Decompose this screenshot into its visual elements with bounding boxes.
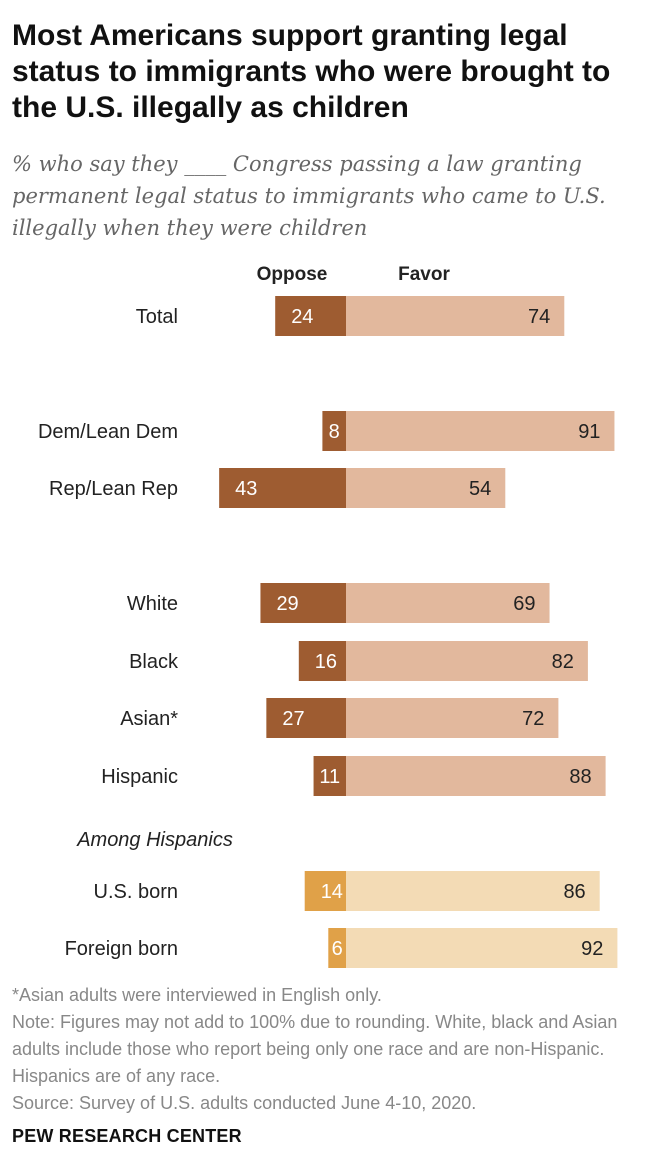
row-label: Hispanic	[101, 766, 178, 788]
favor-value-label: 86	[563, 881, 585, 903]
row-label: Rep/Lean Rep	[49, 478, 178, 500]
chart-title: Most Americans support granting legal st…	[12, 19, 611, 124]
favor-value-label: 54	[469, 478, 491, 500]
oppose-value-label: 6	[332, 938, 343, 960]
row-label: Black	[129, 651, 179, 673]
oppose-bar	[275, 296, 346, 336]
chart-subtitle: % who say they ____ Congress passing a l…	[12, 152, 606, 240]
favor-value-label: 88	[569, 766, 591, 788]
source-note: Source: Survey of U.S. adults conducted …	[12, 1093, 477, 1113]
oppose-bar	[313, 756, 346, 796]
oppose-bar	[298, 641, 346, 681]
row-label: Foreign born	[65, 938, 178, 960]
oppose-value-label: 43	[235, 478, 257, 500]
rounding-note: Note: Figures may not add to 100% due to…	[12, 1012, 618, 1086]
favor-bar	[346, 468, 506, 508]
oppose-bar	[266, 698, 346, 738]
favor-bar	[346, 296, 565, 336]
favor-value-label: 91	[578, 421, 600, 443]
row-label: Asian*	[120, 708, 178, 730]
oppose-value-label: 24	[291, 306, 313, 328]
oppose-value-label: 14	[321, 881, 343, 903]
favor-bar	[346, 698, 559, 738]
section-label-hispanics: Among Hispanics	[76, 829, 233, 851]
row-label: White	[127, 593, 178, 615]
asterisk-note: *Asian adults were interviewed in Englis…	[12, 985, 382, 1005]
legend-favor: Favor	[398, 264, 450, 285]
favor-value-label: 74	[528, 306, 550, 328]
row-label: Total	[136, 306, 178, 328]
row-label: U.S. born	[94, 881, 178, 903]
diverging-bar-chart: Oppose Favor Among Hispanics Total 24 74 Dem/L…	[38, 264, 618, 968]
favor-bar	[346, 871, 600, 911]
favor-bar	[346, 756, 606, 796]
favor-value-label: 92	[581, 938, 603, 960]
oppose-bar	[328, 928, 346, 968]
oppose-value-label: 8	[329, 421, 340, 443]
oppose-value-label: 27	[282, 708, 304, 730]
favor-bar	[346, 583, 550, 623]
legend-oppose: Oppose	[257, 264, 328, 285]
oppose-bar	[322, 411, 346, 451]
favor-value-label: 72	[522, 708, 544, 730]
footer-brand: PEW RESEARCH CENTER	[12, 1126, 242, 1146]
favor-value-label: 69	[513, 593, 535, 615]
oppose-bar	[219, 468, 346, 508]
favor-bar	[346, 411, 615, 451]
chart-notes: *Asian adults were interviewed in Englis…	[12, 982, 652, 1117]
oppose-value-label: 16	[315, 651, 337, 673]
favor-bar	[346, 641, 588, 681]
oppose-bar	[260, 583, 346, 623]
favor-bar	[346, 928, 618, 968]
oppose-value-label: 11	[319, 766, 340, 788]
favor-value-label: 82	[552, 651, 574, 673]
oppose-bar	[304, 871, 346, 911]
row-label: Dem/Lean Dem	[38, 421, 178, 443]
oppose-value-label: 29	[276, 593, 298, 615]
